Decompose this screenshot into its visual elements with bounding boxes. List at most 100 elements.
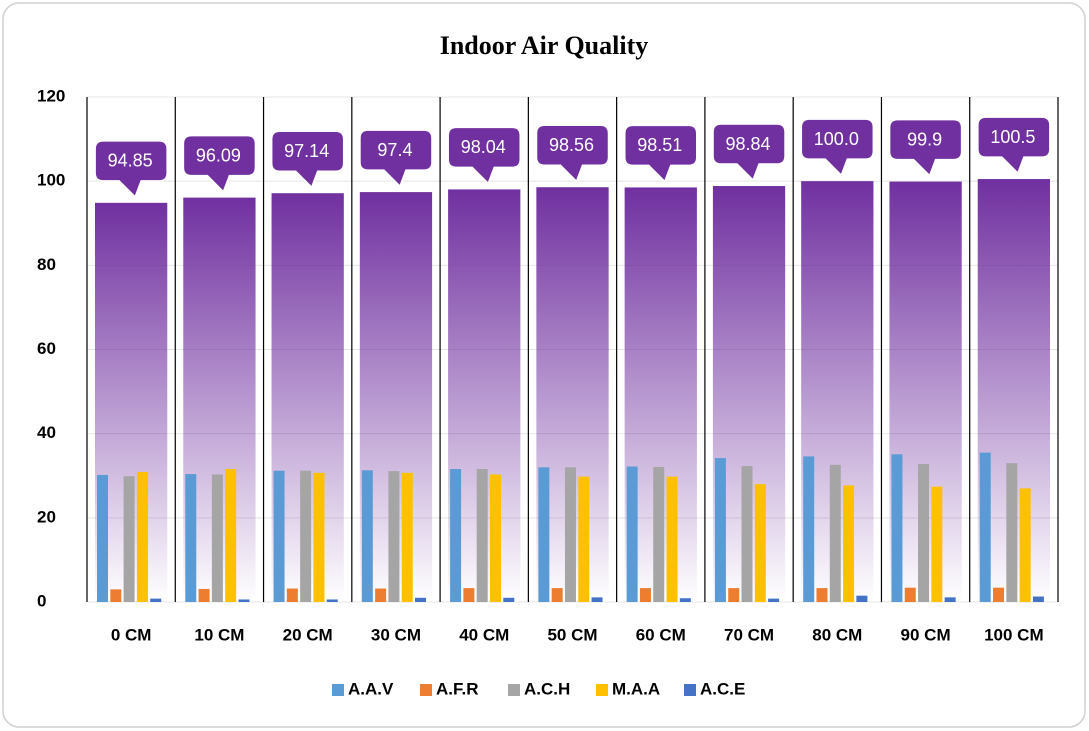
bar [375, 588, 387, 602]
bar [313, 472, 325, 602]
legend-swatch [508, 684, 520, 696]
bar [931, 486, 943, 602]
callout [977, 116, 1051, 175]
legend-label: M.A.A [612, 679, 660, 698]
bar [97, 474, 108, 602]
value-label: 98.84 [726, 134, 771, 154]
x-tick-label: 90 CM [901, 625, 951, 644]
y-tick-label: 120 [37, 86, 65, 105]
callout [182, 134, 257, 193]
bar [578, 476, 590, 602]
bar [150, 598, 162, 602]
legend-label: A.F.R [436, 679, 479, 698]
legend-swatch [596, 684, 608, 696]
bar [918, 463, 930, 602]
bar [503, 597, 515, 602]
bar [300, 470, 312, 602]
y-tick-label: 20 [37, 507, 56, 526]
x-tick-label: 100 CM [984, 625, 1044, 644]
bar [450, 469, 462, 602]
bar [666, 476, 678, 602]
legend-label: A.C.H [524, 679, 570, 698]
bar [388, 471, 400, 602]
x-tick-label: 80 CM [812, 625, 862, 644]
x-tick-label: 70 CM [724, 625, 774, 644]
bar [489, 474, 501, 602]
value-label: 97.14 [284, 141, 329, 161]
value-label: 94.85 [108, 151, 153, 171]
value-label: 100.0 [814, 129, 859, 149]
bar [401, 472, 413, 602]
bar [626, 466, 638, 602]
value-label: 99.9 [907, 129, 942, 149]
bar [564, 467, 576, 602]
bar [843, 485, 855, 602]
bar [198, 588, 210, 602]
y-tick-label: 80 [37, 255, 56, 274]
value-label: 97.4 [377, 140, 412, 160]
bar [728, 588, 740, 602]
bar [653, 466, 665, 602]
bar [754, 484, 766, 602]
legend-swatch [684, 684, 696, 696]
bar [944, 597, 956, 602]
callout [94, 140, 168, 199]
bar [741, 466, 753, 602]
y-tick-label: 0 [37, 591, 46, 610]
value-label: 96.09 [196, 145, 241, 165]
bar [979, 452, 991, 602]
bar [286, 588, 298, 602]
bar [679, 598, 691, 602]
bar [1019, 488, 1031, 602]
x-tick-label: 20 CM [283, 625, 333, 644]
value-label: 98.51 [637, 135, 682, 155]
callout [712, 123, 786, 182]
bar [856, 595, 868, 602]
callout [624, 124, 698, 183]
x-tick-label: 40 CM [459, 625, 509, 644]
callout [447, 126, 521, 185]
x-tick-label: 50 CM [547, 625, 597, 644]
bar [1032, 596, 1044, 602]
bar [211, 474, 223, 602]
chart-title: Indoor Air Quality [440, 31, 649, 60]
bar [639, 588, 651, 602]
bar [110, 589, 122, 602]
value-label: 98.56 [549, 135, 594, 155]
x-tick-label: 30 CM [371, 625, 421, 644]
bar [238, 599, 250, 602]
bar [136, 471, 148, 602]
bar [273, 470, 285, 602]
bar [551, 588, 563, 602]
callout [359, 129, 433, 188]
callout [800, 118, 875, 177]
bar [326, 599, 338, 602]
y-tick-label: 100 [37, 171, 65, 190]
callout [270, 130, 345, 189]
bar [538, 467, 550, 602]
bar [904, 587, 916, 602]
x-tick-label: 10 CM [194, 625, 244, 644]
bar [123, 476, 135, 602]
bar [591, 597, 603, 602]
bar [816, 588, 828, 602]
bar [225, 469, 237, 602]
callout [535, 124, 610, 183]
bar [993, 587, 1005, 602]
bar [803, 456, 815, 602]
bar [714, 458, 726, 602]
bar [1006, 463, 1018, 602]
bar [361, 470, 373, 602]
legend-label: A.A.V [348, 679, 394, 698]
value-label: 100.5 [990, 127, 1035, 147]
bar [463, 588, 475, 602]
bar [185, 474, 197, 602]
y-tick-label: 60 [37, 339, 56, 358]
legend-swatch [420, 684, 432, 696]
bar [476, 469, 488, 602]
legend-label: A.C.E [700, 679, 745, 698]
x-tick-label: 60 CM [636, 625, 686, 644]
y-tick-label: 40 [37, 423, 56, 442]
bar [768, 598, 780, 602]
